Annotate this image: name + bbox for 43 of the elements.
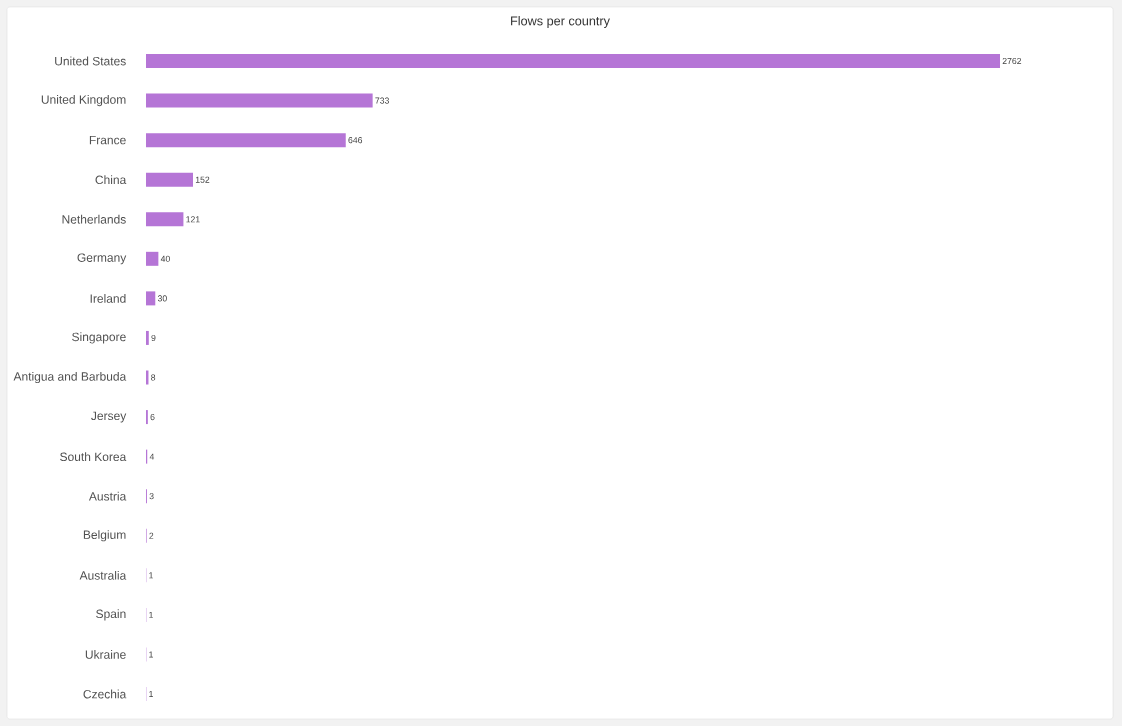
y-tick-label: France — [89, 135, 126, 145]
y-tick-label: Netherlands — [62, 214, 126, 224]
data-label: 2762 — [1002, 57, 1022, 65]
y-tick-label: Czechia — [83, 689, 127, 699]
bar — [146, 212, 184, 227]
y-tick-label: Belgium — [83, 530, 126, 542]
y-tick-label: China — [95, 175, 127, 185]
y-tick-label: Antigua and Barbuda — [13, 371, 127, 384]
y-tick-label: Ukraine — [85, 650, 126, 659]
y-tick-label: United Kingdom — [41, 94, 126, 107]
data-label: 3 — [149, 493, 154, 500]
data-label: 646 — [348, 137, 363, 144]
bar — [146, 291, 156, 306]
y-tick-label: Australia — [79, 570, 127, 580]
bar — [146, 251, 159, 266]
y-tick-label: Jersey — [91, 411, 127, 423]
data-label: 1 — [149, 691, 153, 697]
y-tick-label: United States — [55, 56, 126, 66]
bar — [146, 133, 346, 148]
y-tick-label: Singapore — [72, 332, 126, 344]
chart-title: Flows per country — [511, 16, 610, 28]
data-label: 4 — [149, 453, 155, 460]
bar — [146, 93, 373, 108]
bar — [146, 330, 149, 345]
data-label: 152 — [195, 176, 210, 183]
y-tick-label: Spain — [96, 609, 126, 621]
data-label: 2 — [149, 532, 154, 539]
bar — [146, 54, 1001, 68]
data-label: 1 — [149, 572, 153, 579]
y-tick-label: Germany — [77, 253, 127, 265]
data-label: 1 — [149, 651, 153, 658]
y-tick-label: South Korea — [60, 452, 127, 462]
data-label: 40 — [160, 255, 170, 262]
y-tick-label: Austria — [88, 491, 127, 501]
data-label: 30 — [157, 295, 167, 302]
y-tick-label: Ireland — [90, 293, 126, 303]
data-label: 1 — [149, 611, 153, 618]
data-label: 8 — [151, 374, 156, 381]
data-label: 121 — [186, 216, 200, 223]
data-label: 6 — [150, 414, 155, 421]
bar — [146, 172, 193, 187]
data-label: 9 — [151, 334, 156, 342]
data-label: 733 — [375, 97, 389, 104]
